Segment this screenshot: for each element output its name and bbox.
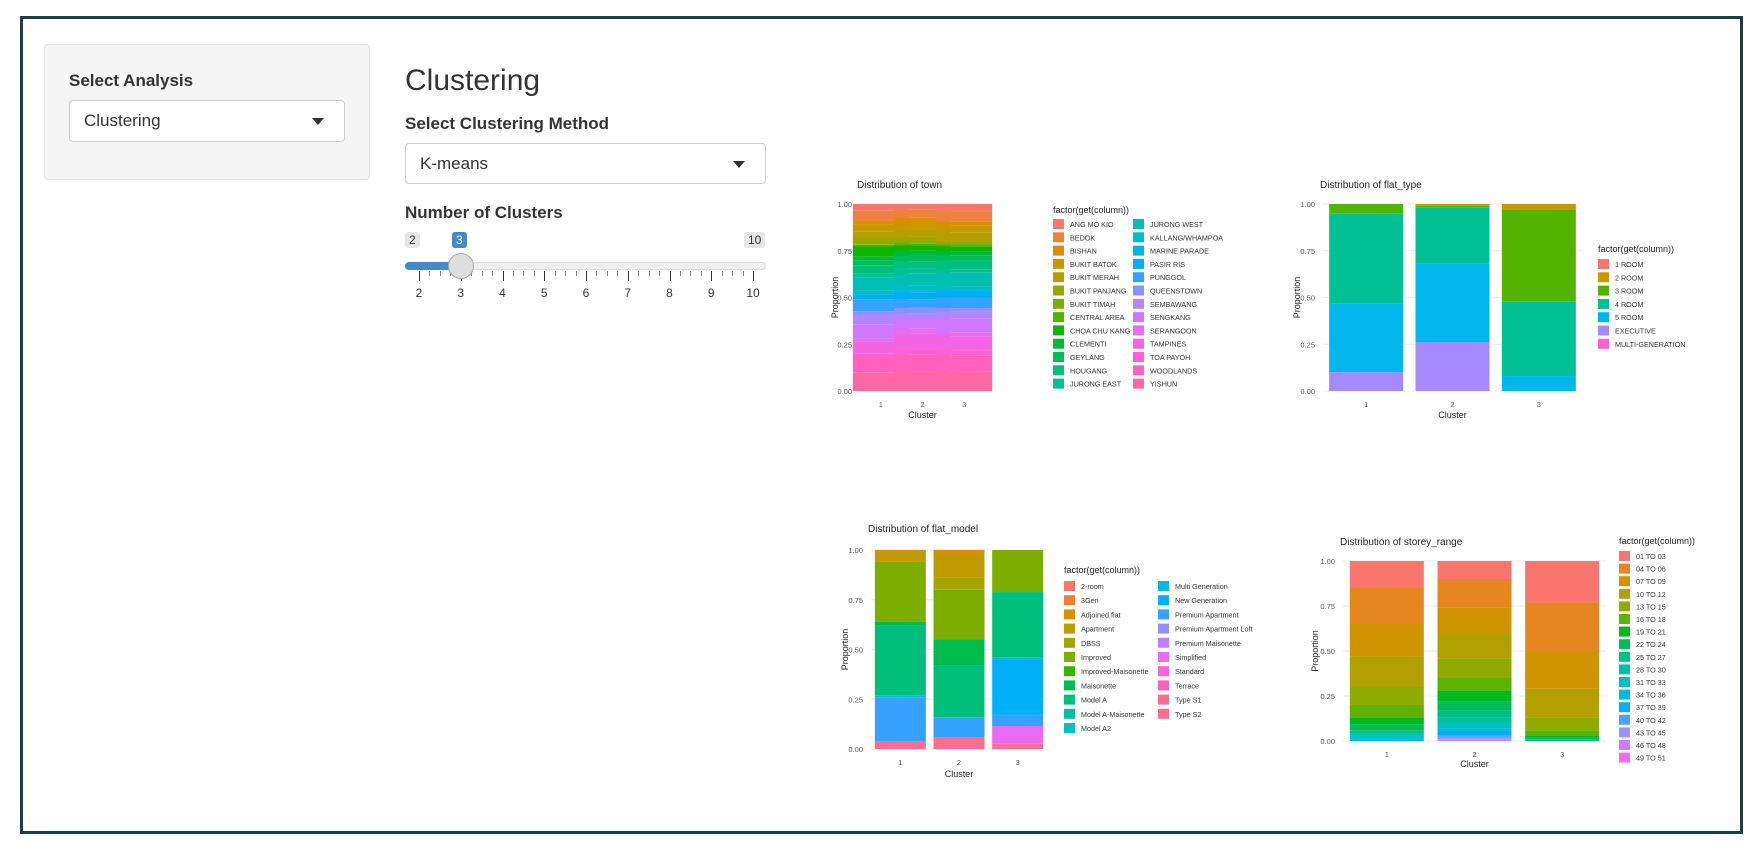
slider-minor-tick bbox=[481, 271, 483, 276]
analysis-select-value: Clustering bbox=[84, 111, 161, 130]
slider-major-tick bbox=[753, 271, 754, 281]
slider-minor-tick bbox=[742, 271, 744, 276]
slider-major-tick bbox=[419, 271, 420, 281]
slider-minor-tick bbox=[533, 271, 535, 276]
slider-tick-label: 3 bbox=[457, 286, 465, 300]
sidebar-panel: Select Analysis Clustering bbox=[44, 44, 370, 180]
slider-tick-label: 6 bbox=[582, 286, 590, 300]
slider-value-label: 3 bbox=[452, 232, 467, 248]
slider-tick-label: 2 bbox=[415, 286, 423, 300]
slider-tick-label: 7 bbox=[624, 286, 632, 300]
slider-major-tick bbox=[627, 271, 629, 281]
slider-minor-tick bbox=[617, 271, 619, 276]
chevron-down-icon bbox=[312, 118, 324, 125]
slider-minor-tick bbox=[606, 271, 608, 276]
slider-minor-tick bbox=[659, 271, 661, 276]
slider-minor-tick bbox=[596, 271, 598, 276]
slider-minor-tick bbox=[554, 271, 556, 276]
slider-tick-label: 4 bbox=[499, 286, 506, 300]
slider-major-tick bbox=[544, 271, 546, 281]
analysis-select[interactable]: Clustering bbox=[69, 100, 345, 142]
slider-minor-tick bbox=[690, 271, 692, 276]
clustering-method-select[interactable]: K-means bbox=[405, 143, 766, 184]
slider-major-tick bbox=[586, 271, 587, 281]
slider-minor-tick bbox=[523, 271, 525, 276]
slider-handle[interactable] bbox=[447, 253, 474, 279]
slider-min-label: 2 bbox=[405, 232, 420, 248]
slider-tick-label: 10 bbox=[746, 286, 760, 300]
page-title: Clustering bbox=[405, 64, 541, 97]
slider-max-label: 10 bbox=[744, 232, 766, 248]
chevron-down-icon bbox=[733, 160, 745, 168]
slider-minor-tick bbox=[732, 271, 734, 276]
number-of-clusters-label: Number of Clusters bbox=[405, 203, 563, 222]
clustering-method-value: K-means bbox=[420, 153, 489, 173]
slider-minor-tick bbox=[439, 271, 441, 276]
slider-minor-tick bbox=[700, 271, 702, 276]
slider-tick-label: 9 bbox=[707, 286, 715, 300]
slider-minor-tick bbox=[721, 271, 723, 276]
slider-minor-tick bbox=[638, 271, 640, 276]
slider-tick-label: 8 bbox=[666, 286, 673, 300]
slider-minor-tick bbox=[648, 271, 650, 276]
slider-major-tick bbox=[711, 271, 713, 281]
select-analysis-label: Select Analysis bbox=[69, 71, 194, 90]
clustering-method-label: Select Clustering Method bbox=[405, 114, 610, 133]
slider-minor-tick bbox=[471, 271, 473, 276]
slider-minor-tick bbox=[429, 271, 431, 276]
slider-minor-tick bbox=[679, 271, 681, 276]
slider-fill bbox=[405, 262, 461, 270]
slider-minor-tick bbox=[565, 271, 567, 276]
slider-minor-tick bbox=[575, 271, 577, 276]
slider-minor-tick bbox=[492, 271, 494, 276]
slider-tick-label: 5 bbox=[540, 286, 548, 300]
slider-major-tick bbox=[502, 271, 504, 281]
slider-minor-tick bbox=[512, 271, 514, 276]
slider-major-tick bbox=[669, 271, 671, 281]
